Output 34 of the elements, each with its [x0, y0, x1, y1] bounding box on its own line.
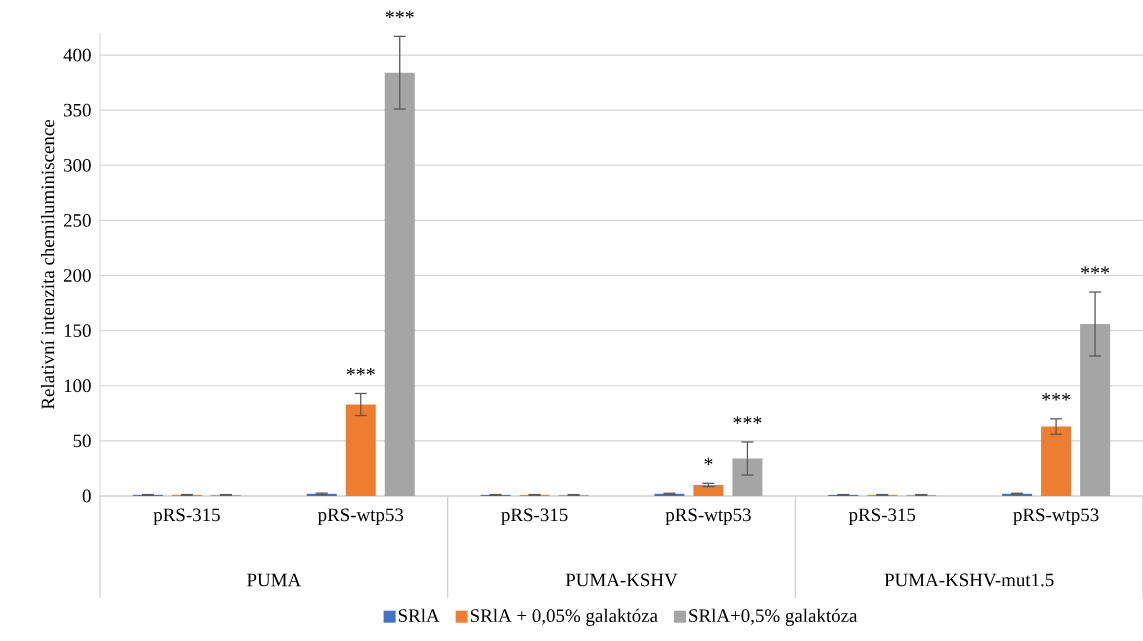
y-tick-label: 0	[82, 489, 91, 503]
annotation: ***	[1042, 393, 1071, 401]
y-tick-label: 150	[64, 324, 91, 338]
bar	[1080, 324, 1111, 496]
legend-label: SRlA+0,5% galaktóza	[689, 608, 858, 626]
x-tick-label: pRS-wtp53	[1013, 508, 1099, 526]
y-tick-label: 250	[63, 214, 91, 227]
bar	[384, 72, 415, 496]
x-tick-label: pRS-315	[848, 508, 916, 526]
bar	[345, 404, 376, 496]
x-tick-label: pRS-315	[153, 508, 220, 526]
annotation: ***	[346, 367, 375, 376]
text: PUMA-KSHV	[565, 573, 678, 587]
y-tick-label: 50	[73, 434, 91, 448]
annotation: *	[704, 457, 713, 466]
y-tick-label: 400	[63, 48, 91, 62]
x-tick-label: pRS-wtp53	[317, 508, 404, 526]
text: ***	[385, 10, 414, 19]
legend-label: SRlA + 0,05% galaktóza	[470, 608, 658, 626]
text: PUMA-KSHV-mut1.5	[884, 573, 1054, 587]
annotation: ***	[1081, 266, 1110, 274]
y-tick-label: 300	[64, 158, 91, 172]
legend-label: SRlA	[398, 608, 440, 623]
text: PUMA	[247, 573, 302, 587]
y-axis-title: Relativní intenzita chemiluminiscence	[40, 120, 55, 410]
y-tick-label: 200	[63, 269, 91, 282]
x-tick-label: pRS-315	[501, 508, 568, 526]
y-tick-label: 100	[64, 379, 91, 393]
annotation: ***	[733, 416, 762, 424]
bar	[693, 484, 724, 496]
bar	[732, 458, 763, 496]
x-tick-label: pRS-wtp53	[665, 508, 751, 526]
y-tick-label: 350	[64, 103, 91, 117]
bar	[1041, 426, 1072, 496]
